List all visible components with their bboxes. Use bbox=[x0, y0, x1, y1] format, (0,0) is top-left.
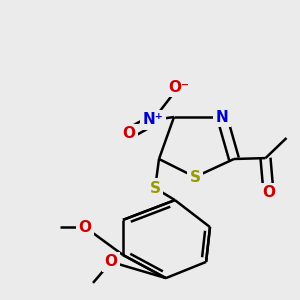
Text: S: S bbox=[190, 169, 200, 184]
Text: O: O bbox=[104, 254, 118, 269]
Text: O: O bbox=[78, 220, 92, 235]
Text: O⁻: O⁻ bbox=[168, 80, 189, 94]
Text: O: O bbox=[122, 126, 136, 141]
Text: O: O bbox=[262, 185, 275, 200]
Text: S: S bbox=[150, 181, 160, 196]
Text: N⁺: N⁺ bbox=[142, 112, 164, 128]
Text: N: N bbox=[216, 110, 228, 124]
